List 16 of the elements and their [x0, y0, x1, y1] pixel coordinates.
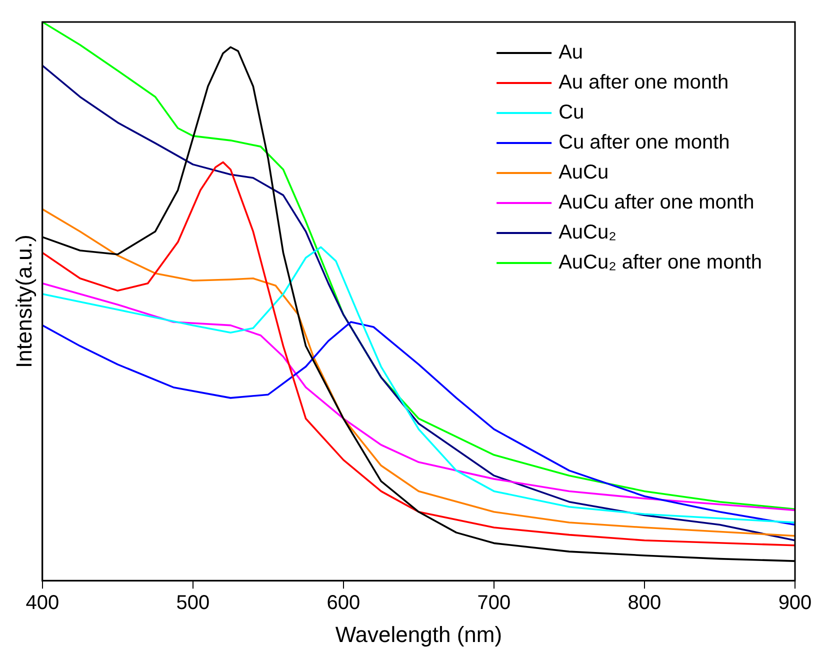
- y-axis-title: Intensity(a.u.): [11, 234, 36, 368]
- legend-label: Cu: [558, 102, 584, 124]
- x-tick-label: 400: [26, 592, 60, 614]
- x-tick-label: 500: [176, 592, 210, 614]
- x-tick-label: 600: [326, 592, 360, 614]
- legend-label: Cu after one month: [558, 132, 730, 154]
- legend-label: AuCu₂: [558, 222, 616, 244]
- legend-label: Au after one month: [558, 72, 729, 94]
- x-tick-label: 700: [477, 592, 511, 614]
- legend-label: AuCu: [558, 162, 609, 184]
- legend-label: Au: [558, 42, 584, 64]
- legend-label: AuCu₂ after one month: [558, 252, 762, 274]
- x-tick-label: 900: [778, 592, 812, 614]
- x-tick-label: 800: [628, 592, 662, 614]
- x-axis-title: Wavelength (nm): [335, 622, 502, 647]
- legend-label: AuCu after one month: [558, 192, 754, 214]
